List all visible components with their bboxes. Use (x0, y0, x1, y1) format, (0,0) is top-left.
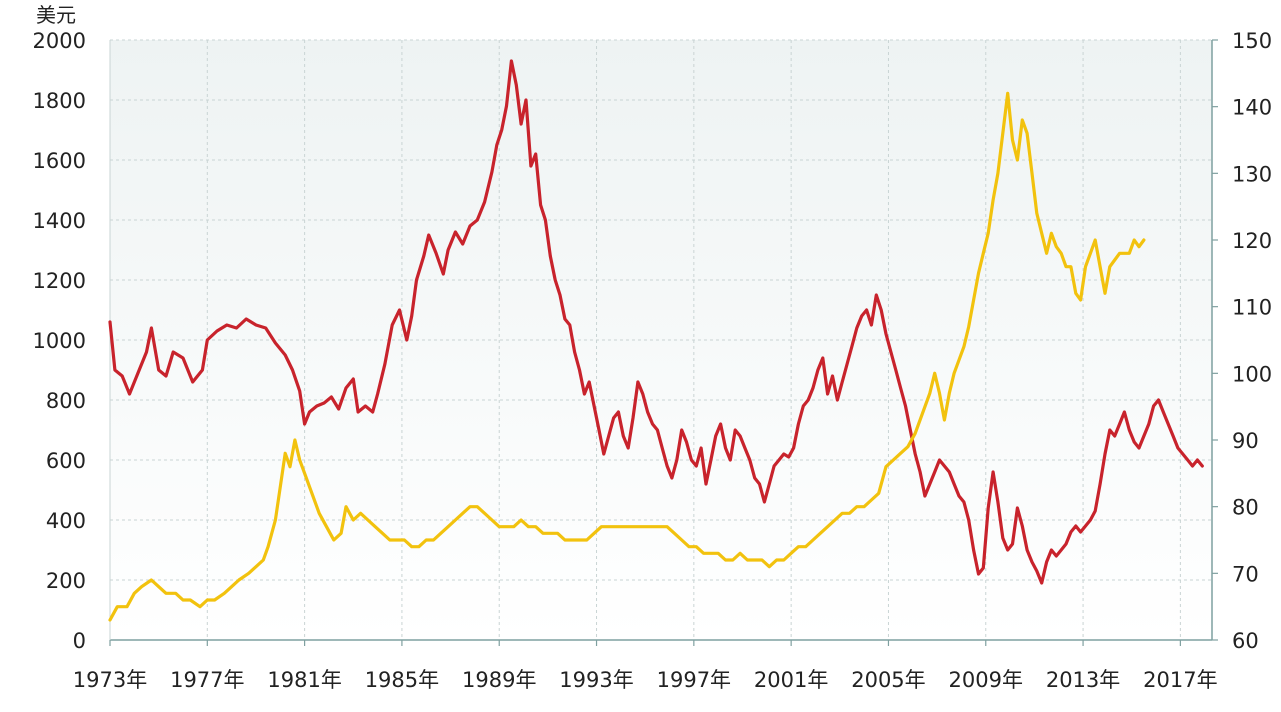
grid (109, 39, 1212, 640)
y-left-tick-label: 400 (46, 509, 86, 533)
y-right-tick-label: 120 (1232, 229, 1272, 253)
x-tick-label: 1977年 (170, 668, 244, 692)
y-left-tick-label: 2000 (33, 29, 86, 53)
y-right-tick-label: 100 (1232, 362, 1272, 386)
x-tick-label: 1973年 (73, 668, 147, 692)
left-axis-unit: 美元 (36, 3, 76, 27)
y-right-tick-label: 110 (1232, 296, 1272, 320)
series-line-yellow (108, 91, 1146, 622)
y-right-tick-label: 90 (1232, 429, 1259, 453)
labels: 美元 0 200 400 600 800 1000 1200 1400 1600 1800 2000… (33, 3, 1273, 692)
y-left-tick-label: 1000 (33, 329, 86, 353)
x-tick-label: 2009年 (949, 668, 1023, 692)
x-tick-label: 1989年 (462, 668, 536, 692)
y-right-tick-label: 70 (1232, 562, 1259, 586)
series-layer (108, 59, 1204, 622)
y-left-tick-label: 800 (46, 389, 86, 413)
y-left-tick-label: 1600 (33, 149, 86, 173)
x-tick-label: 1985年 (365, 668, 439, 692)
series-line-red (108, 59, 1204, 585)
y-right-tick-label: 130 (1232, 162, 1272, 186)
y-right-tick-label: 140 (1232, 96, 1272, 120)
y-left-tick-label: 1400 (33, 209, 86, 233)
x-tick-label: 2005年 (851, 668, 925, 692)
y-left-tick-label: 1200 (33, 269, 86, 293)
y-left-tick-label: 0 (73, 629, 86, 653)
y-left-tick-label: 600 (46, 449, 86, 473)
y-right-tick-label: 60 (1232, 629, 1259, 653)
x-tick-label: 1993年 (559, 668, 633, 692)
y-left-tick-label: 200 (46, 569, 86, 593)
y-left-tick-label: 1800 (33, 89, 86, 113)
x-tick-label: 1997年 (657, 668, 731, 692)
x-tick-label: 2001年 (754, 668, 828, 692)
x-tick-label: 1981年 (267, 668, 341, 692)
axes (109, 39, 1218, 646)
x-tick-label: 2013年 (1046, 668, 1120, 692)
y-right-tick-label: 150 (1232, 29, 1272, 53)
x-tick-label: 2017年 (1143, 668, 1217, 692)
y-right-tick-label: 80 (1232, 496, 1259, 520)
